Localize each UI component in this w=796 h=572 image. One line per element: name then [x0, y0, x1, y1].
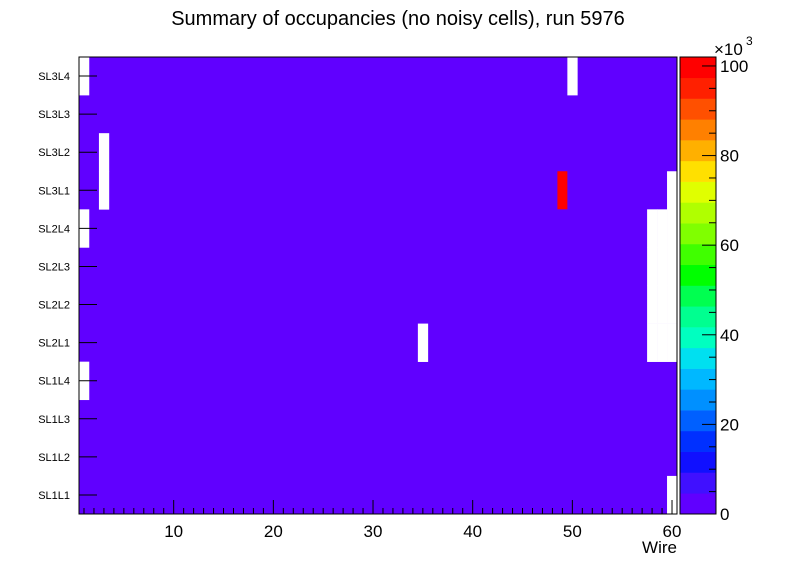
y-tick-label: SL2L2 — [38, 300, 70, 312]
y-tick-label: SL2L4 — [38, 223, 70, 235]
y-tick-label: SL2L1 — [38, 338, 70, 350]
empty-cell — [567, 57, 578, 96]
colorbar-segment — [680, 368, 716, 390]
colorbar-segment — [680, 430, 716, 452]
colorbar-tick-label: 80 — [720, 147, 739, 166]
colorbar-tick-label: 0 — [720, 505, 729, 524]
hot-cell — [557, 171, 568, 210]
empty-cell — [667, 209, 678, 248]
empty-cell — [667, 285, 678, 324]
colorbar-segment — [680, 389, 716, 411]
x-tick-label: 50 — [563, 522, 582, 541]
colorbar-segment — [680, 347, 716, 369]
empty-cell — [98, 133, 110, 172]
colorbar-segment — [680, 77, 716, 99]
empty-cell — [417, 323, 429, 362]
x-axis-label: Wire — [642, 538, 677, 557]
heatmap-background — [79, 57, 677, 514]
y-tick-label: SL3L1 — [38, 185, 70, 197]
y-tick-label: SL1L3 — [38, 414, 70, 426]
colorbar-segment — [680, 57, 716, 79]
empty-cell — [657, 209, 668, 248]
colorbar-segment — [680, 451, 716, 473]
y-tick-label: SL3L4 — [38, 71, 70, 83]
empty-cell — [647, 285, 658, 324]
x-tick-label: 30 — [364, 522, 383, 541]
y-tick-label: SL2L3 — [38, 261, 70, 273]
empty-cell — [647, 209, 658, 248]
empty-cell — [667, 323, 678, 362]
colorbar-segment — [680, 140, 716, 162]
colorbar-tick-label: 100 — [720, 57, 748, 76]
empty-cell — [667, 171, 678, 210]
y-tick-label: SL1L4 — [38, 376, 70, 388]
empty-cell — [657, 323, 668, 362]
colorbar-tick-label: 60 — [720, 236, 739, 255]
y-tick-label: SL3L2 — [38, 147, 70, 159]
colorbar-segment — [680, 243, 716, 266]
colorbar-segment — [680, 410, 716, 432]
colorbar-segment — [680, 493, 716, 515]
y-tick-label: SL3L3 — [38, 109, 70, 121]
x-tick-label: 20 — [264, 522, 283, 541]
x-tick-label: 40 — [463, 522, 482, 541]
empty-cell — [657, 285, 668, 324]
empty-cell — [667, 475, 678, 515]
colorbar-segment — [680, 160, 716, 182]
empty-cell — [647, 247, 658, 286]
colorbar-segment — [680, 327, 716, 349]
empty-cell — [667, 247, 678, 286]
chart-title: Summary of occupancies (no noisy cells),… — [171, 8, 625, 30]
colorbar-tick-label: 20 — [720, 415, 739, 434]
colorbar-segment — [680, 181, 716, 203]
colorbar-segment — [680, 472, 716, 494]
y-tick-label: SL1L2 — [38, 452, 70, 464]
colorbar-segment — [680, 202, 716, 224]
colorbar-exponent: 3 — [746, 34, 753, 48]
colorbar-segment — [680, 264, 716, 286]
plot-frame — [78, 56, 678, 515]
empty-cell — [647, 323, 658, 362]
colorbar-segment — [680, 223, 716, 245]
empty-cell — [657, 247, 668, 286]
colorbar-segment — [680, 285, 716, 307]
colorbar-segment — [680, 119, 716, 141]
colorbar-tick-label: 40 — [720, 326, 739, 345]
x-tick-label: 10 — [164, 522, 183, 541]
colorbar-segment — [680, 306, 716, 328]
x-tick-label: 60 — [663, 522, 682, 541]
colorbar-frame — [679, 56, 717, 515]
y-tick-label: SL1L1 — [38, 490, 70, 502]
colorbar-segment — [680, 98, 716, 120]
empty-cell — [98, 171, 110, 210]
colorbar-multiplier: ×10 — [714, 40, 743, 59]
